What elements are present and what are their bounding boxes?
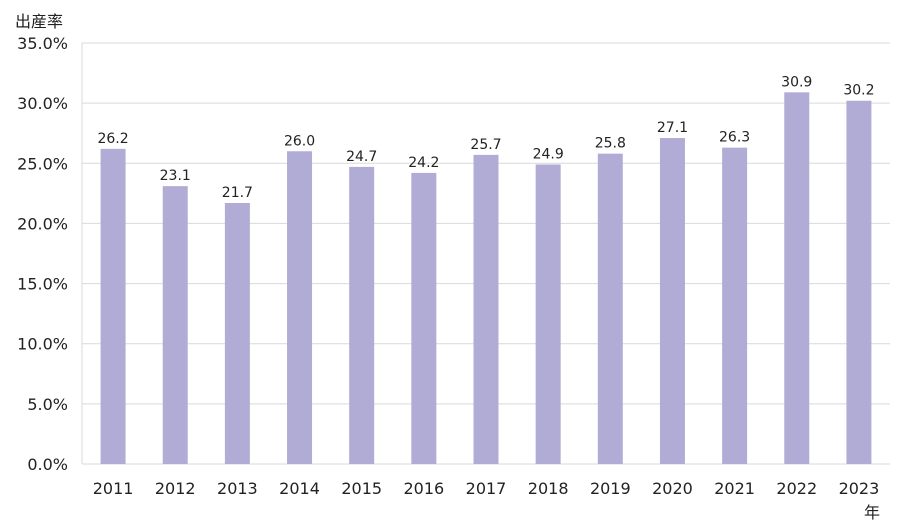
data-label-2021: 26.3 [719, 130, 750, 146]
data-label-2020: 27.1 [657, 120, 688, 136]
bar-2015 [349, 166, 375, 464]
bar-2022 [784, 92, 810, 465]
x-tick-label-2016: 2016 [403, 479, 444, 498]
bar-2016 [411, 172, 437, 464]
y-tick-labels: 0.0% 5.0% 10.0% 15.0% 20.0% 25.0% 30.0% 35.0% [17, 34, 68, 474]
x-tick-label-2014: 2014 [279, 479, 320, 498]
bar-2021 [722, 147, 748, 465]
bar-2020 [659, 138, 685, 465]
data-label-2023: 30.2 [843, 83, 874, 99]
y-tick-label: 10.0% [17, 335, 68, 354]
y-tick-label: 35.0% [17, 34, 68, 53]
x-tick-label-2017: 2017 [466, 479, 507, 498]
bar-2013 [224, 202, 250, 465]
x-axis-label: 年 [864, 503, 880, 522]
bars [100, 92, 872, 465]
y-axis-label: 出産率 [15, 12, 63, 31]
bar-2019 [597, 153, 623, 465]
data-label-2022: 30.9 [781, 74, 812, 90]
x-tick-label-2019: 2019 [590, 479, 631, 498]
bar-2017 [473, 154, 499, 464]
x-tick-label-2020: 2020 [652, 479, 693, 498]
data-label-2011: 26.2 [97, 131, 128, 147]
data-label-2013: 21.7 [222, 185, 253, 201]
x-tick-label-2018: 2018 [528, 479, 569, 498]
data-label-2016: 24.2 [408, 155, 439, 171]
x-tick-label-2023: 2023 [839, 479, 880, 498]
data-label-2019: 25.8 [595, 136, 626, 152]
x-tick-label-2013: 2013 [217, 479, 258, 498]
bar-2014 [287, 151, 313, 464]
data-labels: 26.2 23.1 21.7 26.0 24.7 24.2 25.7 24.9 25.8 27.1… [97, 74, 874, 201]
y-tick-label: 20.0% [17, 214, 68, 233]
data-label-2015: 24.7 [346, 149, 377, 165]
data-label-2017: 25.7 [470, 137, 501, 153]
y-tick-label: 30.0% [17, 94, 68, 113]
x-tick-label-2011: 2011 [93, 479, 134, 498]
y-tick-label: 0.0% [27, 455, 68, 474]
y-tick-label: 15.0% [17, 275, 68, 294]
bar-2018 [535, 164, 561, 464]
bar-2011 [100, 148, 126, 464]
bar-2012 [162, 186, 188, 464]
data-label-2014: 26.0 [284, 133, 315, 149]
x-tick-label-2012: 2012 [155, 479, 196, 498]
y-tick-label: 25.0% [17, 154, 68, 173]
data-label-2012: 23.1 [160, 168, 191, 184]
data-label-2018: 24.9 [533, 146, 564, 162]
x-tick-label-2022: 2022 [776, 479, 817, 498]
y-tick-label: 5.0% [27, 395, 68, 414]
bar-2023 [846, 100, 872, 464]
x-tick-label-2021: 2021 [714, 479, 755, 498]
x-tick-label-2015: 2015 [341, 479, 382, 498]
x-tick-labels: 2011 2012 2013 2014 2015 2016 2017 2018 2019 2020… [93, 479, 880, 498]
